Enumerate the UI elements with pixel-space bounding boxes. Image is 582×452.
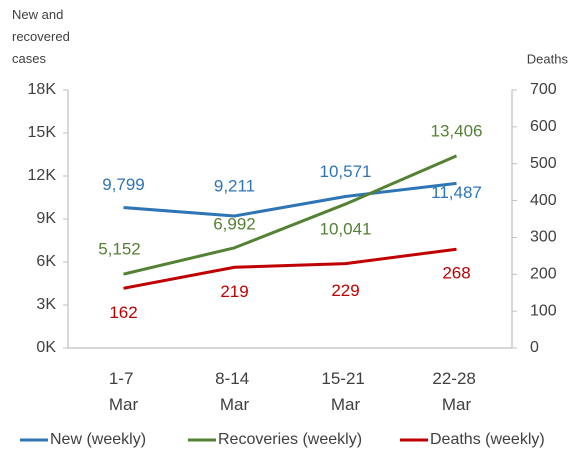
data-label: 268 [442, 264, 470, 283]
y2-tick-label: 400 [530, 192, 557, 209]
y-tick-label: 12K [28, 167, 57, 184]
series-line [123, 154, 458, 276]
y2-tick-label: 0 [530, 339, 539, 356]
y-tick-label: 3K [36, 296, 56, 313]
data-label: 162 [109, 303, 137, 322]
x-tick-label: 8-14 Mar [215, 369, 254, 414]
y2-tick-label: 500 [530, 155, 557, 172]
x-tick-label: 15-21 Mar [321, 369, 369, 414]
y-tick-label: 15K [28, 124, 57, 141]
legend-label: Deaths (weekly) [430, 431, 545, 448]
data-label: 5,152 [98, 240, 141, 259]
y-tick-label: 0K [36, 339, 56, 356]
y2-tick-label: 700 [530, 81, 557, 98]
x-tick-label: 22-28 Mar [432, 369, 480, 414]
series-line [123, 181, 457, 218]
y2-tick-label: 100 [530, 302, 557, 319]
data-label: 10,041 [320, 220, 372, 239]
y-tick-label: 6K [36, 253, 56, 270]
data-label: 229 [331, 281, 359, 300]
y2-tick-label: 200 [530, 266, 557, 283]
series-line [123, 247, 457, 290]
data-label: 13,406 [431, 121, 483, 140]
data-label: 219 [220, 282, 248, 301]
y2-axis-title: Deaths [527, 51, 569, 66]
legend-label: New (weekly) [50, 431, 146, 448]
data-label: 11,487 [431, 183, 482, 202]
y-tick-label: 18K [28, 81, 57, 98]
legend-label: Recoveries (weekly) [218, 431, 362, 448]
data-label: 6,992 [213, 214, 256, 233]
data-label: 9,799 [102, 175, 145, 194]
data-label: 9,211 [214, 176, 255, 195]
y2-tick-label: 300 [530, 229, 557, 246]
x-tick-label: 1-7 Mar [109, 369, 139, 414]
y2-tick-label: 600 [530, 118, 557, 135]
y-tick-label: 9K [36, 210, 56, 227]
data-label: 10,571 [320, 162, 372, 181]
y-axis-title: New and recovered cases [12, 7, 73, 66]
